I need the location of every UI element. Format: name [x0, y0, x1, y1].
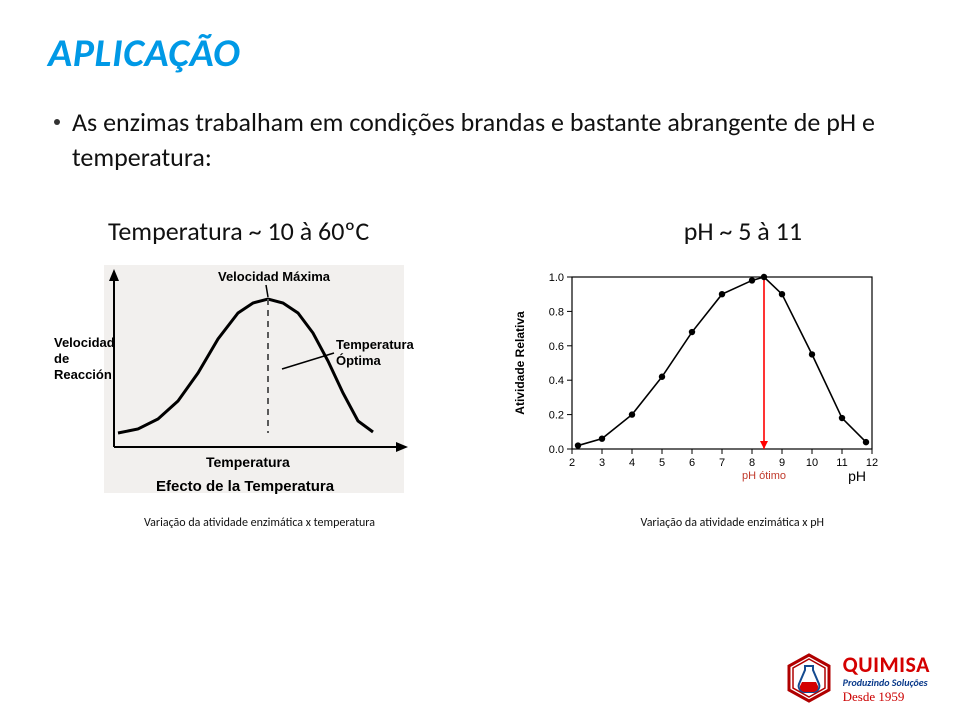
logo-brand: QUIMISA [843, 654, 930, 676]
svg-text:0.0: 0.0 [549, 444, 564, 456]
svg-text:8: 8 [749, 457, 755, 469]
svg-text:11: 11 [836, 457, 847, 469]
logo: QUIMISA Produzindo Soluções Desde 1959 [783, 652, 930, 704]
page-title: APLICAÇÃO [48, 28, 912, 77]
logo-tagline: Produzindo Soluções [843, 678, 928, 688]
temperature-condition: Temperatura ~ 10 à 60ºC [108, 215, 369, 247]
svg-text:pH ótimo: pH ótimo [742, 470, 786, 482]
logo-since: Desde 1959 [843, 690, 905, 703]
svg-text:0.8: 0.8 [549, 307, 564, 319]
svg-text:7: 7 [719, 457, 725, 469]
logo-icon [783, 652, 835, 704]
svg-text:4: 4 [629, 457, 635, 469]
svg-text:2: 2 [569, 457, 575, 469]
svg-text:6: 6 [689, 457, 695, 469]
svg-text:Efecto de la Temperatura: Efecto de la Temperatura [156, 478, 335, 495]
chart-temperature-caption: Variação da atividade enzimática x tempe… [144, 516, 375, 530]
svg-text:Velocidad Máxima: Velocidad Máxima [218, 269, 331, 284]
svg-text:Temperatura: Temperatura [206, 454, 290, 470]
chart-ph-caption: Variação da atividade enzimática x pH [641, 516, 824, 530]
bullet-dot [54, 119, 60, 125]
svg-text:Temperatura: Temperatura [336, 337, 415, 352]
svg-text:1.0: 1.0 [549, 272, 564, 284]
svg-text:10: 10 [806, 457, 818, 469]
svg-text:Óptima: Óptima [336, 353, 382, 368]
svg-text:12: 12 [866, 457, 878, 469]
svg-text:Velocidad: Velocidad [54, 335, 115, 350]
bullet-text: As enzimas trabalham em condições branda… [72, 105, 912, 175]
ph-condition: pH ~ 5 à 11 [684, 215, 802, 247]
svg-text:3: 3 [599, 457, 605, 469]
svg-text:0.4: 0.4 [549, 375, 564, 387]
svg-text:9: 9 [779, 457, 785, 469]
bullet-item: As enzimas trabalham em condições branda… [54, 105, 912, 175]
svg-text:0.6: 0.6 [549, 341, 564, 353]
svg-text:Reacción: Reacción [54, 367, 112, 382]
chart-temperature: VelocidaddeReacción Velocidad Máxima Tempe… [48, 257, 488, 510]
svg-text:0.2: 0.2 [549, 410, 564, 422]
svg-text:de: de [54, 351, 69, 366]
svg-text:Atividade Relativa: Atividade Relativa [513, 311, 527, 415]
chart-ph: 0.0 0.2 0.4 0.6 0.8 1.0 2 3 4 5 6 7 8 9 10 11 12 Atividad… [502, 257, 912, 510]
svg-text:pH: pH [848, 468, 866, 484]
svg-text:5: 5 [659, 457, 665, 469]
